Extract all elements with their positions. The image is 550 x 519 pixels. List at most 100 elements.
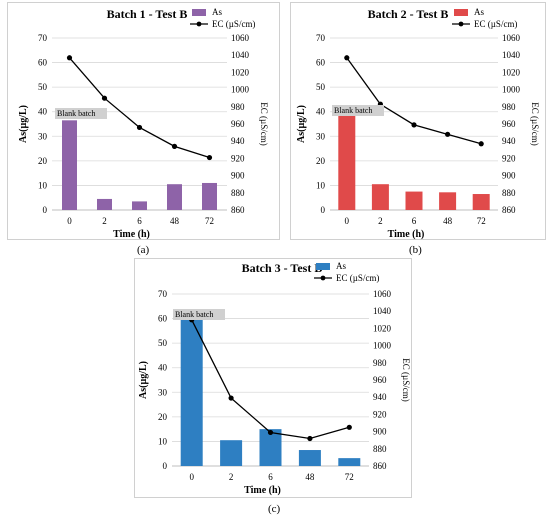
ec-point <box>136 124 143 131</box>
legend-marker-ec <box>196 21 202 27</box>
caption-c: (c) <box>268 503 281 515</box>
y-tick-label: 30 <box>316 131 326 141</box>
bar-as <box>472 194 490 210</box>
ec-point <box>478 141 484 147</box>
y-tick-label: 0 <box>43 205 48 215</box>
y2-tick-label: 880 <box>373 444 387 454</box>
x-tick-label: 48 <box>305 472 315 482</box>
x-tick-label: 0 <box>189 472 194 482</box>
annotation-blank-batch: Blank batch <box>175 310 213 319</box>
chart-svg: Batch 2 - Test B010203040506070860880900… <box>290 2 546 240</box>
x-tick-label: 6 <box>268 472 273 482</box>
y-axis-label: As(µg/L) <box>18 105 29 143</box>
bar-as <box>97 198 112 210</box>
y-tick-label: 60 <box>38 58 48 68</box>
annotation-bg <box>173 309 225 320</box>
caption-b: (b) <box>409 244 422 256</box>
chart-svg: Batch 1 - Test B010203040506070860880900… <box>7 2 280 240</box>
y2-tick-label: 920 <box>231 153 245 163</box>
legend-label-as: As <box>212 7 222 17</box>
y2-axis-label: EC (µS/cm) <box>259 102 269 145</box>
chart-title: Batch 1 - Test B <box>107 7 188 21</box>
legend-swatch-as <box>192 9 206 16</box>
ec-point <box>171 143 178 149</box>
annotation-bg <box>55 108 107 119</box>
y2-tick-label: 920 <box>502 153 516 163</box>
y2-tick-label: 980 <box>373 358 387 368</box>
annotation-blank-batch: Blank batch <box>334 106 372 115</box>
ec-point <box>101 95 108 101</box>
chart-title: Batch 2 - Test B <box>368 7 449 21</box>
ec-point <box>267 429 274 436</box>
bar-as <box>298 450 321 466</box>
x-tick-label: 0 <box>345 216 350 226</box>
legend-marker-ec <box>458 21 464 27</box>
x-tick-label: 2 <box>229 472 234 482</box>
y2-tick-label: 1040 <box>231 50 250 60</box>
y2-tick-label: 880 <box>231 188 245 198</box>
ec-point <box>344 55 350 61</box>
legend-label-as: As <box>336 261 346 271</box>
x-axis-label: Time (h) <box>113 229 150 240</box>
y2-tick-label: 980 <box>502 102 516 112</box>
x-tick-label: 48 <box>443 216 453 226</box>
ec-point <box>307 435 313 442</box>
y-tick-label: 70 <box>158 289 168 299</box>
y2-tick-label: 960 <box>231 119 245 129</box>
y-tick-label: 10 <box>38 180 48 190</box>
y-tick-label: 10 <box>316 180 326 190</box>
x-axis-label: Time (h) <box>244 485 281 496</box>
y2-tick-label: 860 <box>231 205 245 215</box>
bar-as <box>180 313 203 466</box>
x-tick-label: 72 <box>205 216 214 226</box>
y2-tick-label: 1020 <box>373 323 392 333</box>
y-tick-label: 40 <box>158 363 168 373</box>
y-tick-label: 40 <box>38 107 48 117</box>
x-tick-label: 2 <box>378 216 383 226</box>
chart-border <box>7 2 280 240</box>
y2-axis-label: EC (µS/cm) <box>401 358 411 401</box>
y-tick-label: 30 <box>158 387 168 397</box>
y2-tick-label: 1000 <box>231 85 250 95</box>
ec-point <box>411 122 417 128</box>
y2-tick-label: 940 <box>231 136 245 146</box>
annotation-blank-batch: Blank batch <box>57 109 95 118</box>
y2-tick-label: 980 <box>231 102 245 112</box>
y2-tick-label: 900 <box>502 171 516 181</box>
y-tick-label: 50 <box>158 338 168 348</box>
y2-tick-label: 880 <box>502 188 516 198</box>
chart-title: Batch 3 - Test B <box>242 261 323 275</box>
ec-point <box>206 154 213 161</box>
y-tick-label: 70 <box>316 33 326 43</box>
bar-as <box>405 191 423 210</box>
y-tick-label: 0 <box>321 205 326 215</box>
x-tick-label: 2 <box>102 216 107 226</box>
bar-as <box>167 184 182 210</box>
y2-axis-label: EC (µS/cm) <box>530 102 540 145</box>
bar-as <box>371 184 389 210</box>
y2-tick-label: 1040 <box>502 50 521 60</box>
y2-tick-label: 1000 <box>502 85 521 95</box>
x-tick-label: 48 <box>170 216 180 226</box>
y2-tick-label: 860 <box>373 461 387 471</box>
y2-tick-label: 1040 <box>373 306 392 316</box>
x-tick-label: 72 <box>345 472 354 482</box>
y2-tick-label: 960 <box>502 119 516 129</box>
y2-tick-label: 900 <box>231 171 245 181</box>
y2-tick-label: 1060 <box>502 33 521 43</box>
ec-point <box>66 55 73 61</box>
chart-panel-batch3: Batch 3 - Test B 0 10 20 30 40 50 60 70 860 880 900… <box>134 258 412 498</box>
x-axis-label: Time (h) <box>388 229 425 240</box>
y-tick-label: 60 <box>316 58 326 68</box>
chart-panel-batch2: Batch 2 - Test B 0 10 20 30 40 50 60 70 860 880 900… <box>290 2 546 240</box>
bar-as <box>202 182 217 210</box>
y-tick-label: 30 <box>38 131 48 141</box>
y-tick-label: 20 <box>158 412 168 422</box>
y2-tick-label: 940 <box>373 392 387 402</box>
x-tick-label: 0 <box>67 216 72 226</box>
ec-point <box>228 395 234 401</box>
y2-tick-label: 920 <box>373 409 387 419</box>
y-tick-label: 20 <box>316 156 326 166</box>
y-tick-label: 50 <box>316 82 326 92</box>
y-tick-label: 60 <box>158 314 168 324</box>
